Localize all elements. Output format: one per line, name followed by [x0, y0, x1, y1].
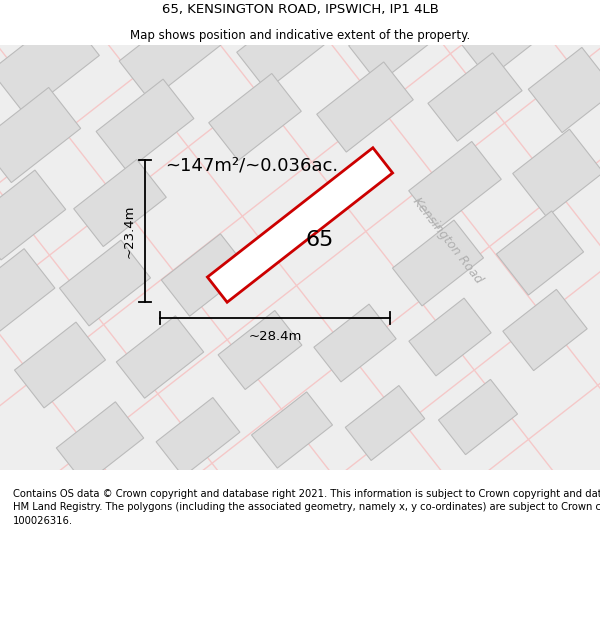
Polygon shape	[513, 129, 600, 217]
Polygon shape	[0, 170, 65, 260]
Polygon shape	[209, 74, 301, 161]
Polygon shape	[314, 304, 396, 382]
Text: ~147m²/~0.036ac.: ~147m²/~0.036ac.	[165, 156, 338, 174]
Polygon shape	[503, 289, 587, 371]
Polygon shape	[496, 211, 584, 295]
Polygon shape	[409, 298, 491, 376]
Polygon shape	[74, 159, 166, 246]
Polygon shape	[161, 234, 249, 316]
Polygon shape	[96, 79, 194, 171]
Polygon shape	[0, 12, 100, 114]
Polygon shape	[237, 0, 333, 90]
Text: ~23.4m: ~23.4m	[122, 204, 136, 258]
Polygon shape	[116, 316, 204, 398]
Polygon shape	[317, 62, 413, 152]
Polygon shape	[208, 148, 392, 302]
Polygon shape	[251, 392, 332, 468]
Polygon shape	[119, 6, 221, 101]
Text: Map shows position and indicative extent of the property.: Map shows position and indicative extent…	[130, 29, 470, 42]
Text: 65: 65	[306, 230, 334, 250]
Polygon shape	[392, 220, 484, 306]
Text: ~28.4m: ~28.4m	[248, 329, 302, 342]
Polygon shape	[345, 386, 425, 461]
Polygon shape	[409, 141, 501, 229]
Polygon shape	[428, 53, 522, 141]
Text: 65, KENSINGTON ROAD, IPSWICH, IP1 4LB: 65, KENSINGTON ROAD, IPSWICH, IP1 4LB	[161, 3, 439, 16]
Polygon shape	[56, 402, 144, 484]
Polygon shape	[156, 398, 240, 476]
Polygon shape	[59, 240, 151, 326]
Polygon shape	[218, 311, 302, 389]
Polygon shape	[0, 88, 80, 182]
Polygon shape	[459, 0, 551, 79]
Polygon shape	[528, 48, 600, 132]
Polygon shape	[0, 249, 55, 338]
Text: Kensington Road: Kensington Road	[410, 194, 485, 286]
Polygon shape	[14, 322, 106, 408]
Text: Contains OS data © Crown copyright and database right 2021. This information is : Contains OS data © Crown copyright and d…	[13, 489, 600, 526]
Polygon shape	[349, 0, 441, 84]
Polygon shape	[439, 379, 518, 454]
